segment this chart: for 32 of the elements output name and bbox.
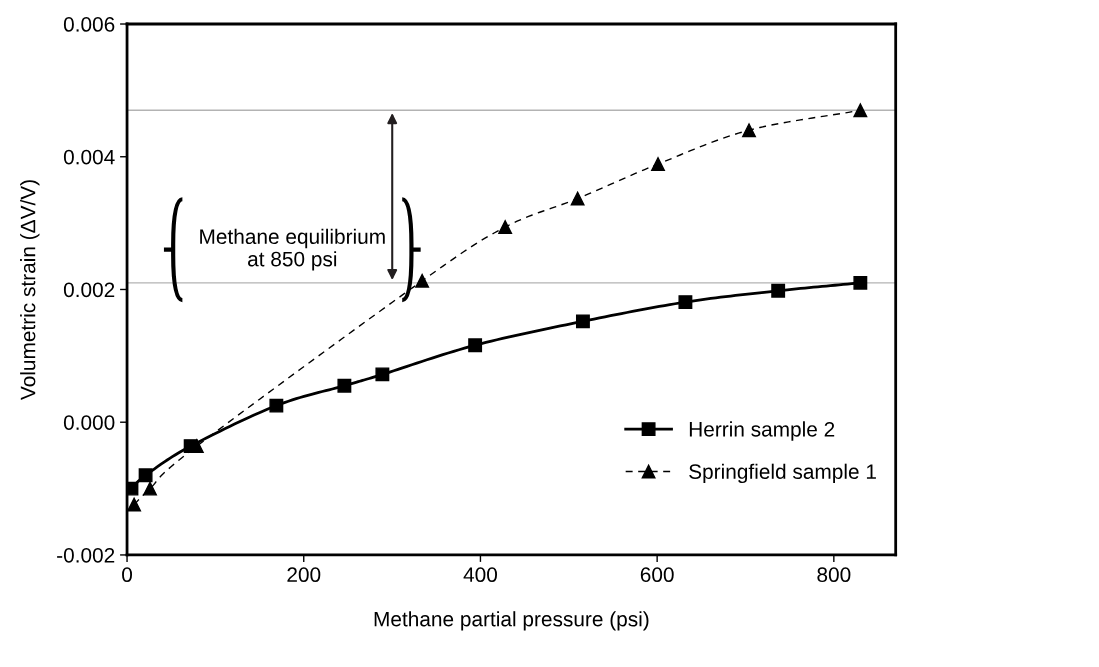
point: [127, 497, 142, 512]
x-tick-label: 600: [640, 567, 674, 583]
legend-label: Springfield sample 1: [689, 463, 876, 484]
x-tick-label: 800: [817, 567, 851, 583]
legend-label: Herrin sample 2: [689, 421, 835, 441]
x-tick-label: 0: [122, 567, 133, 583]
point: [337, 378, 352, 393]
point: [742, 123, 756, 138]
x-tick-label: 400: [463, 567, 498, 583]
y-tick-label: -0.002: [57, 547, 115, 563]
point: [853, 275, 868, 290]
y-axis-title: Volumetric strain (ΔV/V): [20, 180, 40, 400]
y-tick-label: 0.004: [63, 149, 115, 165]
x-axis-title: Methane partial pressure (psi): [374, 611, 649, 631]
point: [570, 191, 585, 206]
y-tick-label: 0.000: [63, 415, 115, 430]
point: [143, 481, 157, 496]
y-tick-label: 0.002: [63, 282, 115, 298]
point: [853, 103, 868, 118]
x-tick-label: 200: [287, 567, 321, 583]
point: [468, 338, 483, 353]
point: [575, 314, 590, 329]
point: [771, 283, 786, 298]
point: [498, 220, 513, 235]
point: [678, 295, 693, 310]
point: [138, 468, 153, 483]
point: [651, 157, 665, 171]
annotation: Methane equilibrium at 850 psi: [200, 228, 385, 271]
point: [415, 273, 430, 288]
y-tick-label: 0.006: [63, 17, 115, 32]
point: [269, 398, 284, 413]
point: [375, 367, 390, 382]
